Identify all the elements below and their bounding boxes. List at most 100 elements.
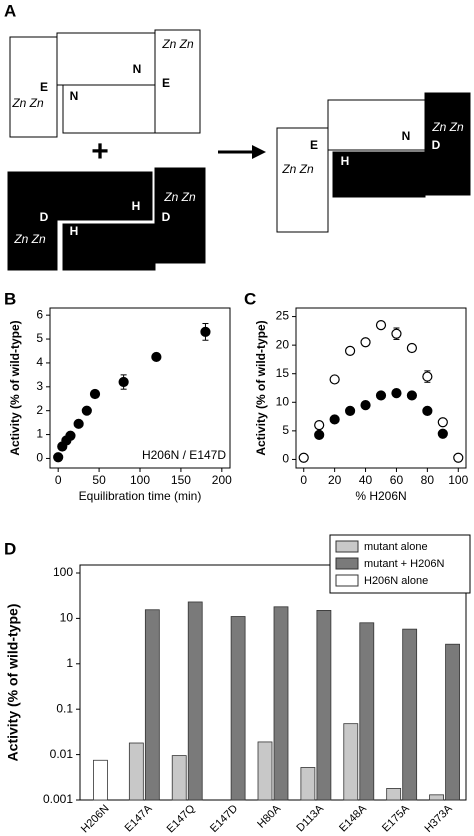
subunit-label: D [162,210,171,224]
y-tick-label: 0 [282,452,289,466]
subunit-label: E [310,138,318,152]
subunit [9,36,58,138]
x-tick-label: 80 [421,473,435,487]
x-tick-label: E175A [380,802,412,834]
data-point [151,351,162,363]
y-tick-label: 1 [66,656,73,670]
y-tick-label: 5 [36,331,43,345]
y-tick-label: 0 [36,451,43,465]
y-tick-label: 5 [282,423,289,437]
x-tick-label: H80A [255,802,283,830]
subunit-label: E [40,80,48,94]
data-point [200,326,211,337]
legend-label: mutant alone [364,541,428,553]
bar [187,601,203,801]
y-tick-label: 15 [276,366,290,380]
data-point [360,400,371,411]
x-tick-label: H206N [79,803,112,836]
legend-label: mutant + H206N [364,558,444,570]
x-tick-label: 150 [171,473,191,487]
data-point [344,345,356,356]
subunit [327,99,426,151]
bar [257,741,273,801]
subunit-label: Zn Zn [431,120,464,134]
subunit-label: Zn Zn [281,162,314,176]
bar [343,723,359,801]
data-point [298,452,309,463]
data-point [406,342,418,354]
subunit [332,151,426,198]
bar [386,788,402,801]
y-axis-title: Activity (% of wild-type) [5,604,21,762]
panel-letter: D [4,539,16,558]
data-point [375,320,387,331]
x-tick-label: 200 [212,473,232,487]
bar [93,759,108,801]
subunit-label: Zn Zn [11,96,44,110]
y-tick-label: 4 [36,355,43,369]
data-point [453,452,464,463]
x-tick-label: D113A [294,802,326,834]
y-tick-label: 1 [36,427,43,441]
data-point [329,374,340,385]
y-tick-label: 0.1 [56,701,73,715]
plus-sign: + [91,135,109,168]
bar [128,742,144,801]
bar [171,755,187,801]
x-axis-title: % H206N [355,489,406,503]
annotation: H206N / E147D [142,448,226,462]
arrow-head [252,145,266,159]
data-point [437,417,448,428]
x-axis-title: Equilibration time (min) [79,489,202,503]
bar [359,622,375,801]
legend-label: H206N alone [364,575,428,587]
x-tick-label: E148A [337,802,369,834]
x-tick-label: 0 [300,473,307,487]
x-tick-label: 0 [55,473,62,487]
data-point [89,388,101,400]
subunit-label: D [40,210,49,224]
x-tick-label: 100 [130,473,150,487]
plot-frame [79,564,467,801]
data-point [344,405,356,416]
data-point [314,429,325,440]
legend-swatch [335,557,359,570]
bar [429,794,444,801]
y-axis-title: Activity (% of wild-type) [254,320,268,455]
x-tick-label: 100 [448,473,468,487]
data-point [391,388,402,399]
data-point [391,328,402,339]
bar [445,643,460,801]
x-tick-label: E147Q [165,802,198,835]
subunit [276,127,329,233]
subunit [56,32,156,86]
x-tick-label: 20 [328,473,342,487]
data-point [406,390,418,401]
data-point [53,452,64,463]
data-point [329,414,340,425]
y-axis-title: Activity (% of wild-type) [8,320,22,455]
y-tick-label: 0.001 [43,792,73,806]
subunit-label: E [162,76,170,90]
subunit-label: Zn Zn [13,232,46,246]
data-point [360,337,371,348]
plot-frame [295,307,467,469]
subunit-label: N [402,129,411,143]
data-point [118,376,129,388]
bar [230,616,246,801]
subunit [7,171,58,271]
data-point [437,428,448,439]
data-point [314,420,325,431]
subunit-label: H [132,199,141,213]
x-tick-label: E147D [208,803,240,835]
data-point [422,371,433,382]
bar [300,767,316,801]
data-point [73,418,84,429]
x-tick-label: 50 [92,473,106,487]
subunit-label: Zn Zn [161,37,194,51]
legend-swatch [335,540,359,553]
data-point [375,390,387,401]
data-point [65,430,76,441]
subunit [154,167,206,264]
y-tick-label: 0.01 [50,747,74,761]
